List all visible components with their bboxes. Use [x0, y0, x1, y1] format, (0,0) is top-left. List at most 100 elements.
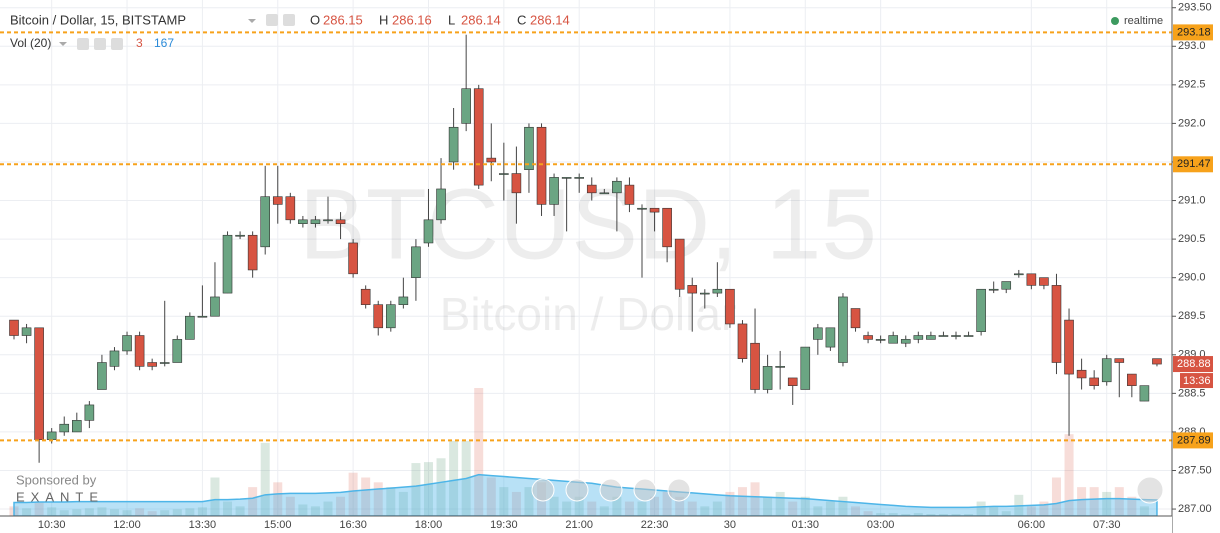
volume-bar [662, 491, 672, 516]
volume-bar [938, 514, 948, 516]
candle-body [1039, 277, 1049, 286]
scroll-button[interactable] [1136, 476, 1164, 504]
x-tick-label: 15:00 [264, 519, 292, 531]
volume-bar [637, 501, 647, 516]
volume-bar [800, 496, 810, 516]
nav-button[interactable] [531, 478, 555, 502]
x-tick-label: 21:00 [565, 519, 593, 531]
settings-icon[interactable] [77, 38, 89, 50]
candle-body [1001, 281, 1012, 290]
volume-bar [725, 491, 735, 516]
price-label: 293.18 [1177, 26, 1211, 38]
volume-bar [273, 482, 283, 516]
y-tick-label: 289.5 [1178, 310, 1206, 322]
volume-bar [72, 509, 82, 516]
candle-body [1127, 373, 1137, 386]
sponsor-label: Sponsored by [16, 472, 97, 487]
candle-body [1152, 358, 1162, 365]
x-tick-label: 01:30 [792, 519, 820, 531]
volume-bar [22, 508, 32, 516]
price-label: 291.47 [1177, 158, 1211, 170]
settings-icon[interactable] [94, 38, 106, 50]
candle-body [838, 296, 848, 363]
volume-bar [562, 501, 572, 516]
volume-bar [248, 487, 258, 516]
candle-body [624, 184, 635, 205]
y-tick-label: 292.5 [1178, 79, 1206, 91]
candle-body [461, 88, 471, 124]
candle-body [963, 335, 974, 337]
nav-button[interactable] [565, 478, 589, 502]
candle-body [147, 362, 157, 367]
volume-bar [825, 501, 835, 516]
volume-bar [1077, 487, 1087, 516]
ohlc-label: L [448, 12, 455, 27]
volume-bar [185, 508, 195, 516]
volume-bar [474, 388, 484, 516]
candle-body [84, 404, 95, 421]
nav-button[interactable] [633, 478, 657, 502]
settings-icon[interactable] [283, 14, 295, 26]
volume-bar [951, 514, 961, 516]
volume-bar [109, 509, 119, 516]
y-tick-label: 292.0 [1178, 117, 1206, 129]
volume-bar [411, 463, 421, 516]
volume-bar [1114, 487, 1124, 516]
sponsor-name: EXANTE [16, 489, 104, 504]
candle-body [185, 315, 195, 340]
volume-bar [336, 496, 346, 516]
volume-bar [436, 458, 446, 516]
candle-body [787, 377, 798, 386]
volume-bar [876, 513, 886, 516]
sponsor: Sponsored by EXANTE [16, 472, 104, 504]
horizontal-lines [0, 31, 1172, 442]
x-tick-label: 03:00 [867, 519, 895, 531]
volume-bar [675, 496, 685, 516]
volume-bar [549, 496, 559, 516]
candle-body [825, 327, 836, 348]
close-icon[interactable] [111, 38, 123, 50]
dropdown-icon[interactable] [248, 19, 256, 23]
volume-bar [310, 506, 320, 516]
ohlc-label: O [310, 12, 320, 27]
candle-body [612, 180, 622, 194]
candle-body [172, 339, 183, 363]
candle-body [586, 184, 597, 194]
candle-body [976, 288, 986, 332]
volume-bar [750, 482, 760, 516]
volume-bar [964, 514, 974, 516]
volume-bar [47, 507, 57, 516]
candle-body [159, 362, 170, 364]
volume-bar [587, 501, 597, 516]
volume-bar [926, 514, 936, 516]
volume-bar [147, 511, 157, 516]
candle-body [1076, 369, 1087, 379]
nav-button[interactable] [667, 478, 691, 502]
volume-bar [486, 477, 496, 516]
y-tick-label: 293.50 [1178, 2, 1212, 14]
candles [9, 34, 1162, 463]
volume-bar [172, 509, 182, 516]
candle-body [536, 126, 547, 205]
y-tick-label: 290.0 [1178, 272, 1206, 284]
nav-button[interactable] [599, 478, 623, 502]
ohlc-value: 286.14 [461, 12, 501, 27]
candle-body [247, 234, 258, 271]
ohlc-label: H [379, 12, 388, 27]
y-tick-label: 290.5 [1178, 233, 1206, 245]
last-price-bg [1173, 356, 1213, 373]
candle-body [235, 234, 245, 237]
candle-body [938, 335, 949, 337]
ohlc-value: 286.16 [392, 12, 432, 27]
settings-icon[interactable] [266, 14, 278, 26]
candle-body [109, 350, 120, 367]
volume-bar [650, 496, 660, 516]
volume-bar [1139, 506, 1149, 516]
candle-body [775, 366, 785, 368]
dropdown-icon[interactable] [59, 42, 67, 46]
candle-body [1114, 358, 1125, 363]
candle-body [875, 339, 886, 341]
volume-bar [511, 491, 521, 516]
volume-bar [386, 487, 396, 516]
